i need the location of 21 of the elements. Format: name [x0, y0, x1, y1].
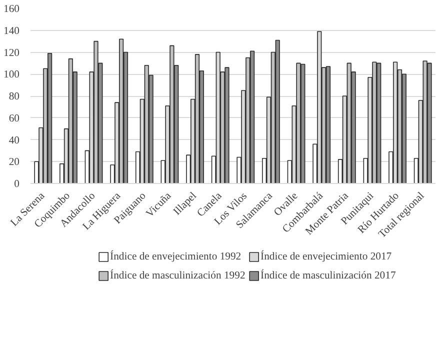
y-tick-label: 20	[8, 157, 20, 168]
y-tick-label: 160	[4, 4, 20, 15]
bar	[194, 54, 200, 184]
legend-label: Índice de envejecimiento 2017	[260, 250, 392, 262]
bar	[224, 67, 230, 184]
y-tick-label: 100	[4, 70, 20, 81]
legend-label: Índice de envejecimiento 1992	[110, 250, 242, 262]
legend-label: Índice de masculinización 2017	[260, 268, 396, 282]
bar	[326, 66, 331, 184]
bar	[402, 74, 406, 184]
y-tick-label: 140	[4, 26, 20, 37]
y-tick-label: 0	[14, 179, 20, 190]
y-tick-label: 60	[8, 113, 20, 124]
bar	[94, 40, 98, 184]
bar	[296, 62, 301, 184]
y-tick-label: 120	[4, 48, 20, 59]
legend-label: Índice de masculinización 1992	[110, 268, 246, 282]
bar	[275, 40, 280, 184]
y-tick-label: 40	[8, 135, 20, 146]
y-tick-label: 80	[8, 92, 20, 102]
bar	[427, 62, 432, 184]
